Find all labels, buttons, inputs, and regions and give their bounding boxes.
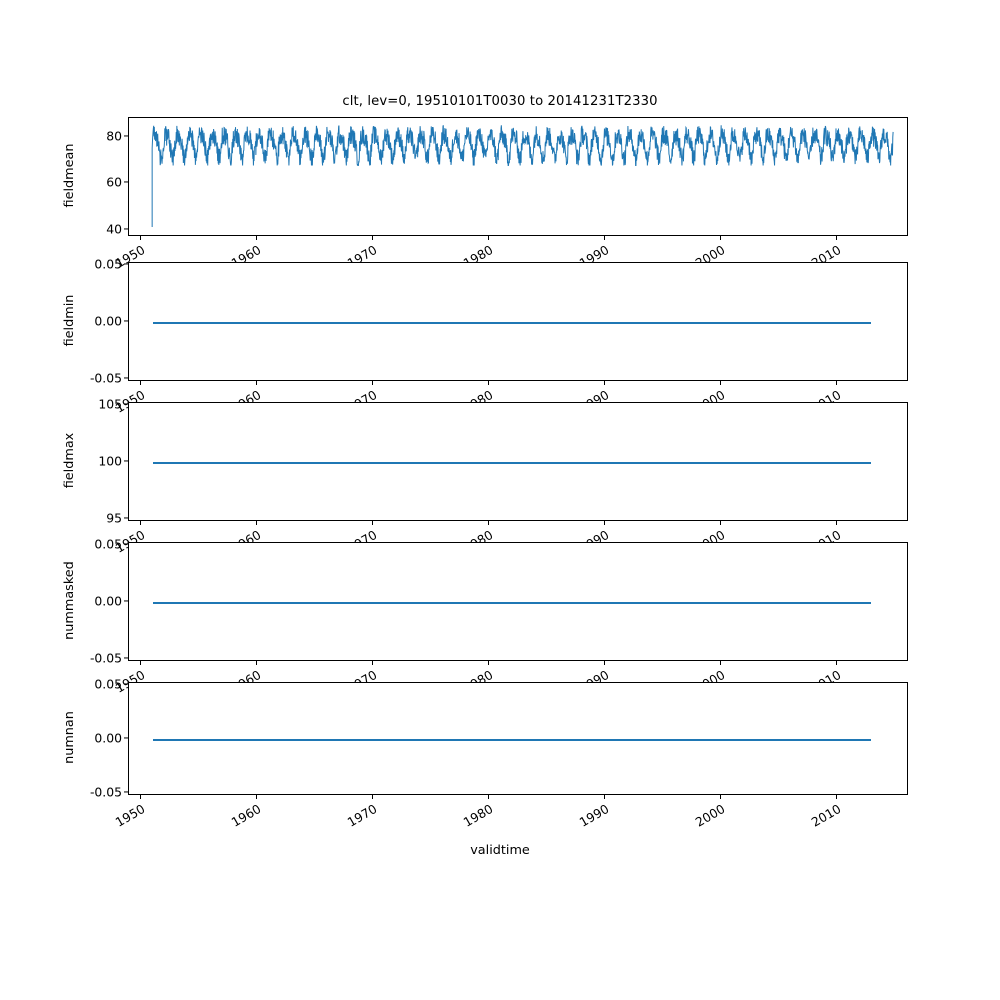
ytick-fieldmean-1: 60 xyxy=(106,174,122,190)
ytick-nummasked-0: 0.05 xyxy=(94,536,122,551)
ytick-numnan-2: -0.05 xyxy=(89,784,122,799)
ylabel-nummasked: nummasked xyxy=(62,560,77,640)
ytick-fieldmax-2: 95 xyxy=(106,510,122,525)
series-nummasked xyxy=(153,601,871,604)
series-numnan xyxy=(153,738,871,741)
series-fieldmean xyxy=(129,118,907,235)
xtick-numnan-5: 2000 xyxy=(692,801,728,830)
xtick-numnan-2: 1970 xyxy=(344,801,380,830)
xtick-numnan-6: 2010 xyxy=(808,801,844,830)
panel-fieldmax: fieldmax 105 100 95 1950 1960 1970 1980 … xyxy=(62,396,908,556)
ytick-fieldmean-2: 40 xyxy=(106,221,122,237)
panel-nummasked: nummasked 0.05 0.00 -0.05 1950 1960 1970… xyxy=(62,536,908,696)
series-fieldmin xyxy=(153,321,871,324)
panel-fieldmin: fieldmin 0.05 0.00 -0.05 1950 1960 1970 … xyxy=(62,256,908,416)
ylabel-numnan: numnan xyxy=(62,710,77,764)
ylabel-fieldmean: fieldmean xyxy=(62,143,77,207)
plot-area-nummasked xyxy=(128,542,908,661)
ylabel-fieldmax: fieldmax xyxy=(62,432,77,488)
xtick-numnan-1: 1960 xyxy=(228,801,264,830)
ytick-fieldmean-0: 80 xyxy=(106,128,122,144)
ytick-numnan-1: 0.00 xyxy=(94,730,122,745)
xtick-numnan-3: 1980 xyxy=(460,801,496,830)
xtick-numnan-0: 1950 xyxy=(112,801,148,830)
ytick-fieldmin-1: 0.00 xyxy=(94,313,122,328)
plot-area-fieldmin xyxy=(128,262,908,381)
plot-area-fieldmax xyxy=(128,402,908,521)
ytick-fieldmax-1: 100 xyxy=(98,453,122,468)
panel-numnan: numnan 0.05 0.00 -0.05 1950 1960 1970 19… xyxy=(62,676,908,830)
ylabel-fieldmin: fieldmin xyxy=(62,294,77,346)
xtick-numnan-4: 1990 xyxy=(576,801,612,830)
figure-title: clt, lev=0, 19510101T0030 to 20141231T23… xyxy=(342,94,658,109)
plot-area-fieldmean xyxy=(128,117,908,236)
xlabel-validtime: validtime xyxy=(470,843,530,858)
panel-fieldmean: fieldmean 80 60 40 1950 1960 1970 1980 1… xyxy=(62,117,908,271)
plot-area-numnan xyxy=(128,682,908,795)
ytick-nummasked-1: 0.00 xyxy=(94,593,122,608)
ytick-numnan-0: 0.05 xyxy=(94,676,122,691)
ytick-fieldmin-0: 0.05 xyxy=(94,256,122,271)
ytick-fieldmax-0: 105 xyxy=(98,396,122,411)
series-fieldmax xyxy=(153,461,871,464)
ytick-nummasked-2: -0.05 xyxy=(89,650,122,665)
ytick-fieldmin-2: -0.05 xyxy=(89,370,122,385)
